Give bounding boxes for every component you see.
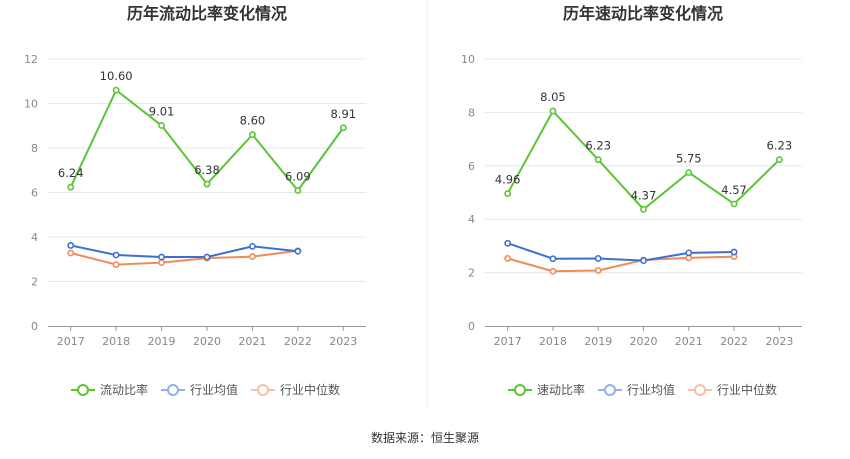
data-point xyxy=(549,255,557,263)
data-point xyxy=(504,239,512,247)
x-tick-label: 2019 xyxy=(584,335,612,348)
data-point xyxy=(67,249,75,257)
x-tick-label: 2020 xyxy=(193,335,221,348)
data-label: 9.01 xyxy=(149,105,175,119)
data-label: 6.24 xyxy=(58,166,84,180)
data-point xyxy=(549,107,557,115)
y-tick-label: 4 xyxy=(31,231,38,244)
source-note: 数据来源：恒生聚源 xyxy=(371,430,479,445)
data-label: 8.60 xyxy=(240,114,266,128)
data-point xyxy=(594,267,602,274)
data-label: 4.37 xyxy=(631,188,657,202)
data-point xyxy=(203,253,211,261)
legend-marker xyxy=(257,384,269,396)
y-tick-label: 12 xyxy=(24,53,38,66)
data-point xyxy=(158,122,165,129)
data-label: 4.57 xyxy=(721,183,747,197)
x-tick-label: 2019 xyxy=(148,335,176,348)
legend-label: 行业中位数 xyxy=(717,382,777,397)
data-point xyxy=(158,253,165,261)
data-point xyxy=(112,261,120,268)
series-line xyxy=(70,249,298,266)
data-label: 5.75 xyxy=(676,151,702,165)
data-label: 6.09 xyxy=(285,169,311,183)
data-point xyxy=(339,124,347,132)
data-point xyxy=(112,251,120,259)
y-tick-label: 2 xyxy=(468,267,475,280)
data-point xyxy=(594,156,602,164)
data-point xyxy=(67,242,75,249)
series-line xyxy=(507,255,735,273)
data-point xyxy=(67,183,75,191)
legend-marker xyxy=(167,384,179,396)
y-tick-label: 2 xyxy=(31,276,38,289)
x-tick-label: 2018 xyxy=(102,335,130,348)
data-point xyxy=(594,255,602,262)
data-point xyxy=(294,247,302,255)
data-point xyxy=(249,242,256,250)
series-line xyxy=(507,242,735,262)
data-point xyxy=(504,255,512,262)
series-line xyxy=(70,244,298,259)
data-point xyxy=(730,248,738,256)
data-point xyxy=(203,180,211,188)
data-label: 6.23 xyxy=(767,139,793,153)
legend-label: 速动比率 xyxy=(537,382,585,397)
data-point xyxy=(249,131,256,139)
data-point xyxy=(640,205,647,213)
data-point xyxy=(294,187,302,194)
data-point xyxy=(640,257,647,264)
y-tick-label: 10 xyxy=(24,98,38,111)
y-tick-label: 6 xyxy=(468,160,475,173)
legend-marker xyxy=(77,384,89,396)
legend-marker xyxy=(604,384,616,396)
legend-label: 行业中位数 xyxy=(280,382,340,397)
data-point xyxy=(685,249,693,257)
legend-label: 流动比率 xyxy=(100,382,148,397)
y-tick-label: 8 xyxy=(468,106,475,119)
quick-ratio-chart: 历年速动比率变化情况 0 2 4 6 8 10 2017 2018 2019 2020 2021 202… xyxy=(461,4,802,397)
x-tick-label: 2023 xyxy=(765,335,793,348)
chart-title: 历年速动比率变化情况 xyxy=(563,4,723,23)
data-label: 8.05 xyxy=(540,90,566,104)
x-tick-label: 2022 xyxy=(720,335,748,348)
data-point xyxy=(249,253,256,260)
legend-label: 行业均值 xyxy=(627,382,675,397)
legend-label: 行业均值 xyxy=(190,382,238,397)
data-label: 10.60 xyxy=(100,69,133,83)
x-tick-label: 2017 xyxy=(494,335,522,348)
legend-marker xyxy=(694,384,706,396)
y-tick-label: 10 xyxy=(461,53,475,66)
y-tick-label: 6 xyxy=(31,187,38,200)
y-tick-label: 0 xyxy=(31,320,38,333)
x-tick-label: 2021 xyxy=(238,335,266,348)
x-tick-label: 2017 xyxy=(57,335,85,348)
chart-title: 历年流动比率变化情况 xyxy=(127,4,287,23)
data-label: 6.38 xyxy=(194,163,220,177)
x-tick-label: 2020 xyxy=(630,335,658,348)
data-point xyxy=(158,259,165,266)
data-label: 4.96 xyxy=(495,173,521,187)
x-tick-label: 2022 xyxy=(284,335,312,348)
current-ratio-chart: 历年流动比率变化情况 0 2 4 6 8 10 12 2017 2018 2019 2020 2021 2… xyxy=(24,4,366,397)
data-label: 8.91 xyxy=(330,107,356,121)
x-tick-label: 2018 xyxy=(539,335,567,348)
y-tick-label: 8 xyxy=(31,142,38,155)
x-tick-label: 2021 xyxy=(675,335,703,348)
y-tick-label: 4 xyxy=(468,213,475,226)
y-tick-label: 0 xyxy=(468,320,475,333)
x-tick-label: 2023 xyxy=(329,335,357,348)
data-point xyxy=(775,156,783,164)
data-point xyxy=(730,200,738,208)
legend-marker xyxy=(514,384,526,396)
data-point xyxy=(112,86,120,94)
data-point xyxy=(549,267,557,275)
data-point xyxy=(504,190,512,197)
data-point xyxy=(685,169,693,176)
data-label: 6.23 xyxy=(585,139,611,153)
